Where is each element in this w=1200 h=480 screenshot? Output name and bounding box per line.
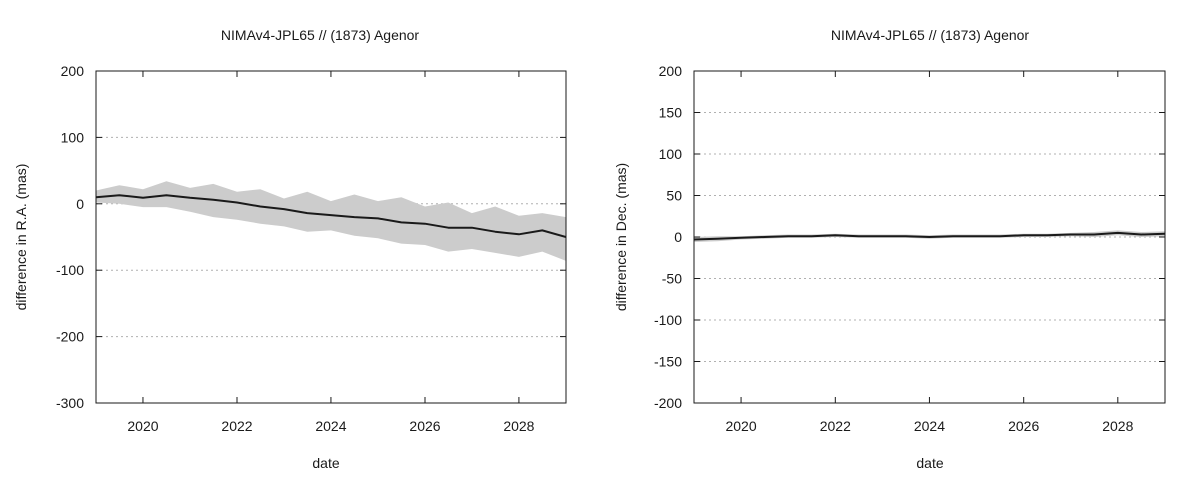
uncertainty-band-ra [96, 181, 566, 261]
x-axis-label-ra: date [312, 455, 339, 471]
y-tick-label-dec: -50 [662, 271, 682, 287]
y-tick-label-ra: 100 [61, 129, 85, 145]
y-tick-label-ra: -100 [56, 262, 84, 278]
x-tick-label-dec: 2020 [725, 418, 756, 434]
x-tick-label-dec: 2028 [1102, 418, 1133, 434]
y-tick-label-ra: -200 [56, 329, 84, 345]
y-tick-label-dec: -100 [654, 312, 682, 328]
y-tick-label-ra: -300 [56, 395, 84, 411]
x-tick-label-dec: 2024 [914, 418, 945, 434]
x-tick-label-ra: 2028 [503, 418, 534, 434]
y-tick-label-dec: 200 [659, 63, 683, 79]
x-tick-label-ra: 2022 [221, 418, 252, 434]
y-tick-label-dec: -150 [654, 354, 682, 370]
y-tick-label-dec: -200 [654, 395, 682, 411]
y-tick-label-dec: 100 [659, 146, 683, 162]
x-tick-label-ra: 2024 [315, 418, 346, 434]
y-tick-label-dec: 0 [674, 229, 682, 245]
x-tick-label-dec: 2026 [1008, 418, 1039, 434]
y-tick-label-ra: 0 [76, 196, 84, 212]
y-tick-label-ra: 200 [61, 63, 85, 79]
x-axis-label-dec: date [916, 455, 943, 471]
y-tick-label-dec: 150 [659, 105, 683, 121]
y-axis-label-ra: difference in R.A. (mas) [13, 164, 29, 311]
x-tick-label-ra: 2026 [409, 418, 440, 434]
y-axis-label-dec: difference in Dec. (mas) [613, 163, 629, 311]
y-tick-label-dec: 50 [666, 188, 682, 204]
ra-panel: NIMAv4-JPL65 // (1873) Agenor date diffe… [13, 27, 567, 471]
chart-title-dec: NIMAv4-JPL65 // (1873) Agenor [831, 27, 1030, 43]
series-line-ra [96, 194, 566, 238]
x-tick-label-ra: 2020 [127, 418, 158, 434]
chart-title-ra: NIMAv4-JPL65 // (1873) Agenor [221, 27, 420, 43]
dec-panel: NIMAv4-JPL65 // (1873) Agenor date diffe… [613, 27, 1166, 471]
x-tick-label-dec: 2022 [820, 418, 851, 434]
series-line-dec [694, 231, 1165, 241]
